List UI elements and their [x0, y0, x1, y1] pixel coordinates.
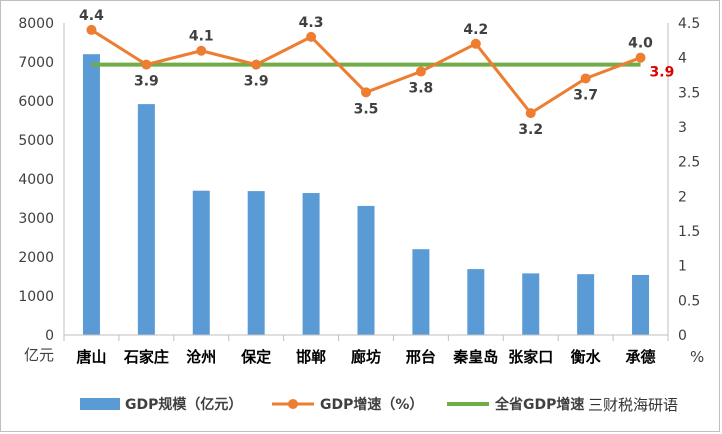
growth-data-label: 4.4 — [79, 8, 104, 24]
gdp-bar — [302, 193, 320, 335]
category-labels: 唐山 石家庄 沧州 保定 邯郸 廊坊 邢台 秦皇岛 张家口 衡水 承德 — [76, 348, 655, 366]
category-label: 邢台 — [405, 348, 436, 366]
growth-marker — [580, 73, 591, 84]
gdp-bar — [247, 191, 265, 335]
left-tick-label: 3000 — [18, 211, 54, 227]
right-tick-label: 2.5 — [678, 155, 700, 171]
growth-data-label: 4.3 — [299, 15, 324, 31]
growth-marker — [470, 38, 481, 49]
growth-marker — [361, 87, 371, 98]
growth-line — [86, 24, 646, 119]
growth-marker — [251, 59, 262, 70]
category-label: 邯郸 — [296, 348, 326, 366]
left-tick-label: 2000 — [18, 250, 54, 266]
growth-marker — [415, 66, 426, 77]
category-label: 秦皇岛 — [452, 348, 498, 366]
growth-marker — [635, 52, 646, 63]
legend-growth-label: GDP增速（%） — [320, 396, 423, 413]
growth-marker — [86, 24, 97, 35]
legend-bar-swatch — [80, 398, 120, 410]
right-tick-label: 2 — [678, 189, 687, 205]
right-axis-ticks: 0 0.5 1 1.5 2 2.5 3 3.5 4 4.5 — [678, 16, 700, 344]
gdp-bar — [412, 249, 430, 335]
category-label: 唐山 — [76, 348, 106, 366]
category-label: 廊坊 — [351, 348, 381, 366]
gdp-bar — [577, 274, 595, 335]
growth-data-label: 4.1 — [189, 29, 214, 45]
category-label: 石家庄 — [123, 348, 169, 366]
growth-data-label: 4.2 — [463, 22, 488, 38]
left-tick-label: 4000 — [18, 172, 54, 188]
category-label: 承德 — [626, 348, 656, 366]
right-tick-label: 4 — [678, 51, 687, 67]
gdp-bar — [82, 54, 100, 335]
growth-data-label: 3.9 — [244, 74, 269, 90]
right-axis-unit: % — [690, 348, 704, 366]
left-tick-label: 0 — [45, 328, 54, 344]
gdp-bar — [467, 269, 485, 335]
legend-growth-swatch-marker — [288, 399, 298, 409]
growth-marker — [141, 59, 152, 70]
bar-series — [82, 54, 650, 336]
category-label: 保定 — [240, 348, 271, 366]
growth-marker — [525, 108, 536, 119]
left-tick-label: 6000 — [18, 94, 54, 110]
legend: GDP规模（亿元） GDP增速（%） 全省GDP增速 — [80, 396, 584, 413]
category-label: 沧州 — [186, 348, 216, 366]
legend-province-label: 全省GDP增速 — [494, 396, 584, 413]
growth-data-label: 3.8 — [409, 81, 434, 97]
left-tick-label: 7000 — [18, 55, 54, 71]
watermark-text: 三财税海研语 — [588, 396, 678, 414]
axes — [63, 23, 669, 341]
legend-bar-label: GDP规模（亿元） — [125, 396, 242, 413]
gdp-bar — [192, 190, 210, 335]
gdp-bar — [357, 205, 375, 335]
growth-data-label: 3.2 — [518, 122, 543, 138]
growth-data-label: 3.7 — [573, 87, 598, 103]
left-tick-label: 1000 — [18, 289, 54, 305]
growth-data-label: 4.0 — [628, 36, 653, 52]
right-tick-label: 1 — [678, 259, 687, 275]
left-axis-ticks: 0 1000 2000 3000 4000 5000 6000 7000 8000 — [18, 16, 54, 344]
province-growth-line: 3.9 — [91, 62, 675, 81]
left-axis-unit: 亿元 — [24, 346, 54, 364]
right-tick-label: 4.5 — [678, 16, 700, 32]
gdp-bar — [137, 104, 155, 336]
growth-marker — [196, 45, 207, 56]
growth-data-labels: 4.4 3.9 4.1 3.9 4.3 3.5 3.8 4.2 3.2 3.7 4.0 — [79, 8, 653, 138]
right-tick-label: 3 — [678, 120, 687, 136]
left-tick-label: 8000 — [18, 16, 54, 32]
growth-marker — [306, 31, 317, 42]
province-growth-end-label: 3.9 — [650, 65, 675, 81]
growth-data-label: 3.9 — [134, 74, 159, 90]
left-tick-label: 5000 — [18, 133, 54, 149]
right-tick-label: 3.5 — [678, 85, 700, 101]
right-tick-label: 1.5 — [678, 224, 700, 240]
right-tick-label: 0 — [678, 328, 687, 344]
gdp-bar — [522, 273, 540, 335]
category-label: 张家口 — [508, 348, 553, 366]
growth-data-label: 3.5 — [354, 101, 379, 117]
gdp-bar — [632, 274, 650, 335]
right-tick-label: 0.5 — [678, 293, 700, 309]
category-label: 衡水 — [571, 348, 602, 366]
